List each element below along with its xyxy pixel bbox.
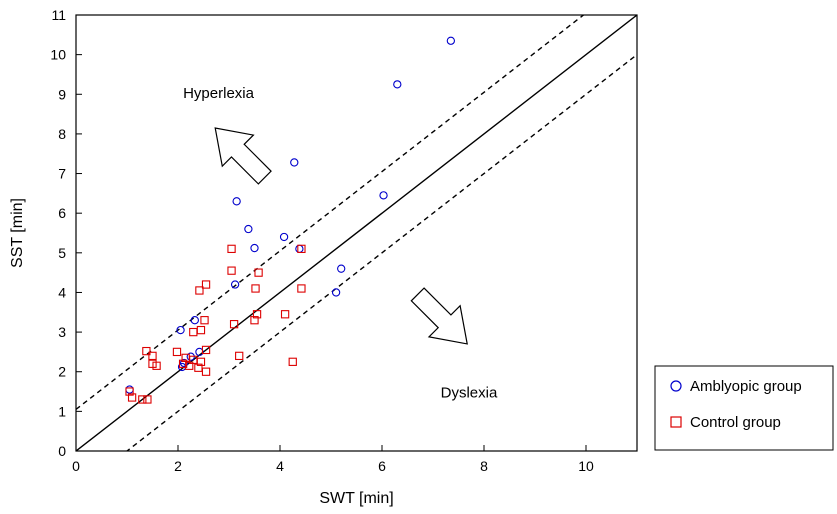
- hyperlexia-arrow: [214, 127, 272, 185]
- control-point: [172, 347, 182, 357]
- data-points: [125, 36, 455, 404]
- reference-lines: [76, 15, 637, 451]
- legend-square-marker: [670, 416, 682, 428]
- x-tick-label: 10: [578, 458, 594, 474]
- control-point: [201, 280, 211, 289]
- annotation-arrows: [214, 127, 468, 345]
- amblyopic-point: [295, 244, 304, 254]
- amblyopic-point: [250, 243, 259, 253]
- control-point: [227, 244, 236, 254]
- control-point: [254, 268, 263, 277]
- y-tick-label: 1: [58, 403, 66, 419]
- control-point: [178, 359, 188, 368]
- y-tick-label: 5: [58, 245, 66, 261]
- y-tick-label: 3: [58, 324, 66, 340]
- control-point: [297, 244, 306, 254]
- dashed-bound-line-1: [76, 15, 585, 410]
- amblyopic-point: [230, 280, 240, 289]
- control-point: [185, 361, 194, 370]
- amblyopic-point: [195, 347, 204, 357]
- chart-text: 0 2 4 6 8 10 0 1 2 3 4 5 6 7 8 9 10 11 SWT [min] SST [min] H…: [9, 7, 594, 507]
- amblyopic-point: [232, 197, 241, 206]
- y-tick-label: 11: [51, 7, 66, 23]
- control-point: [195, 286, 204, 295]
- identity-line: [76, 15, 637, 451]
- x-axis-title: SWT [min]: [319, 490, 393, 507]
- control-point: [148, 351, 157, 361]
- control-point: [125, 387, 134, 396]
- x-tick-label: 8: [480, 458, 488, 474]
- y-tick-label: 6: [58, 205, 66, 221]
- control-point: [143, 395, 152, 404]
- axis-ticks: [75, 14, 587, 452]
- y-tick-label: 10: [50, 47, 66, 63]
- y-tick-label: 4: [58, 284, 66, 300]
- y-axis-title: SST [min]: [9, 198, 26, 268]
- control-point: [280, 310, 290, 319]
- control-point: [152, 361, 161, 370]
- legend-box: [654, 365, 834, 451]
- control-point: [201, 345, 211, 355]
- control-point: [142, 346, 151, 356]
- control-point: [288, 357, 297, 366]
- legend-label: Amblyopic group: [690, 378, 802, 395]
- amblyopic-point: [279, 232, 289, 242]
- amblyopic-point: [244, 224, 253, 234]
- amblyopic-point: [337, 264, 346, 273]
- y-tick-label: 7: [58, 166, 66, 182]
- legend-circle-marker: [670, 380, 682, 392]
- control-point: [196, 357, 206, 366]
- control-point: [229, 320, 239, 329]
- control-point: [189, 327, 198, 337]
- annotation-hyperlexia: Hyperlexia: [183, 85, 255, 102]
- plot-frame: [75, 14, 638, 452]
- dashed-bound-line-2: [125, 54, 637, 451]
- amblyopic-point: [446, 36, 455, 45]
- x-tick-label: 0: [72, 458, 80, 474]
- y-tick-label: 0: [58, 443, 66, 459]
- annotation-dyslexia: Dyslexia: [441, 384, 498, 401]
- control-point: [235, 351, 244, 361]
- amblyopic-point: [179, 358, 189, 368]
- amblyopic-point: [190, 316, 199, 325]
- control-point: [201, 367, 211, 376]
- y-tick-label: 8: [58, 126, 66, 142]
- control-point: [227, 266, 236, 275]
- legend: Amblyopic group Control group: [654, 365, 834, 451]
- control-point: [252, 310, 262, 319]
- control-point: [127, 393, 137, 402]
- legend-label: Control group: [690, 414, 781, 431]
- x-tick-label: 2: [174, 458, 182, 474]
- control-point: [297, 284, 306, 293]
- y-tick-label: 2: [58, 364, 66, 380]
- x-tick-label: 4: [276, 458, 284, 474]
- control-point: [200, 316, 209, 325]
- control-point: [138, 395, 147, 404]
- control-point: [251, 284, 260, 293]
- x-tick-label: 6: [378, 458, 386, 474]
- amblyopic-point: [176, 325, 185, 335]
- amblyopic-point: [379, 191, 388, 200]
- y-tick-label: 9: [58, 86, 66, 102]
- dyslexia-arrow: [410, 287, 468, 345]
- amblyopic-point: [125, 385, 134, 394]
- amblyopic-point: [290, 158, 299, 167]
- amblyopic-point: [331, 288, 341, 297]
- amblyopic-point: [393, 80, 402, 89]
- control-point: [250, 316, 259, 325]
- control-point: [196, 325, 206, 335]
